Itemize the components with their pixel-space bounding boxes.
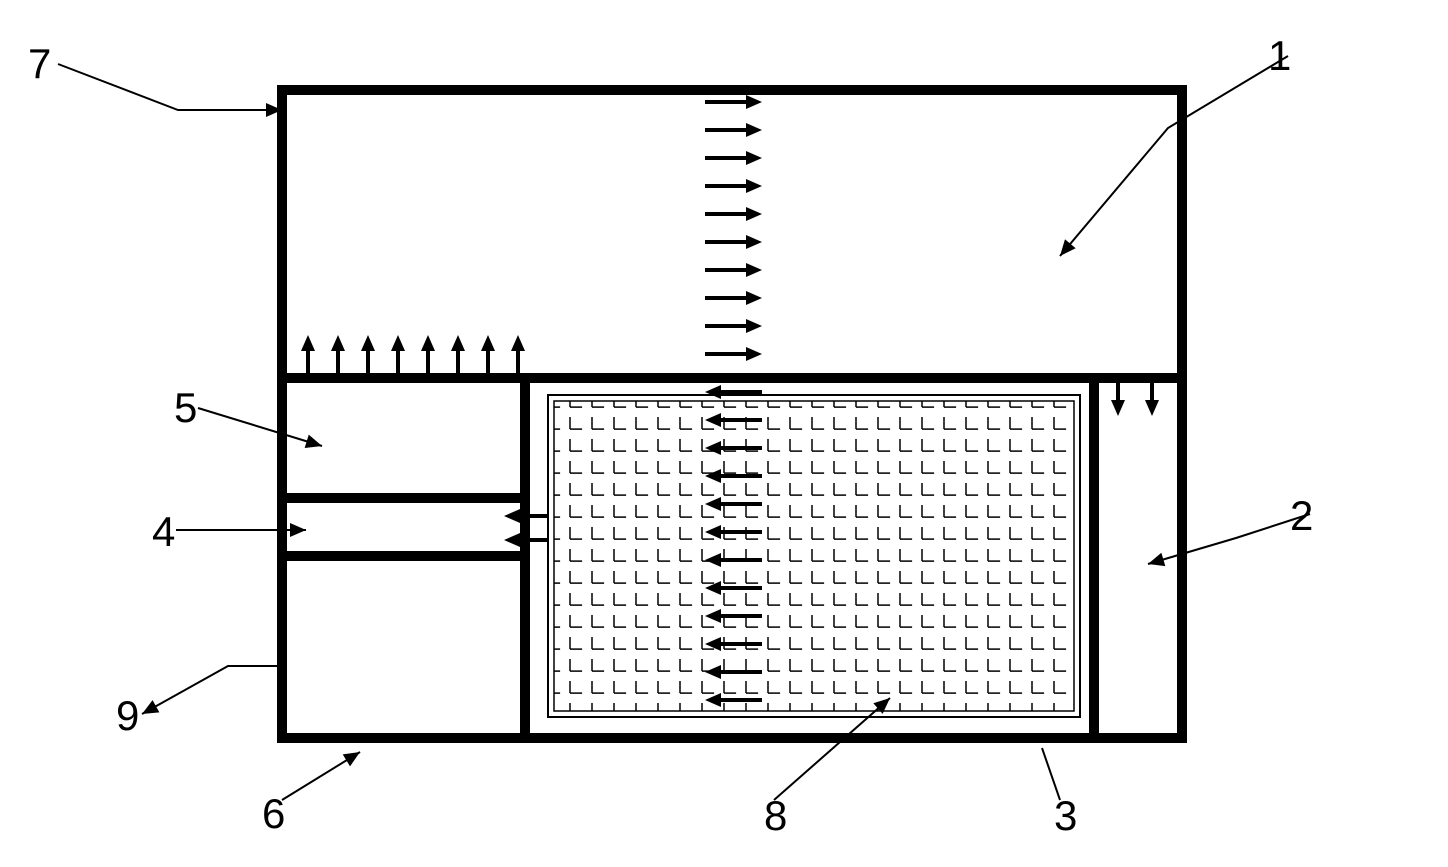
label-9: 9 xyxy=(116,692,139,739)
label-2: 2 xyxy=(1290,492,1313,539)
label-4: 4 xyxy=(152,508,175,555)
label-7: 7 xyxy=(28,40,51,87)
label-6: 6 xyxy=(262,790,285,837)
label-5: 5 xyxy=(174,384,197,431)
label-1: 1 xyxy=(1268,32,1291,79)
label-8: 8 xyxy=(764,792,787,839)
label-3: 3 xyxy=(1054,792,1077,839)
